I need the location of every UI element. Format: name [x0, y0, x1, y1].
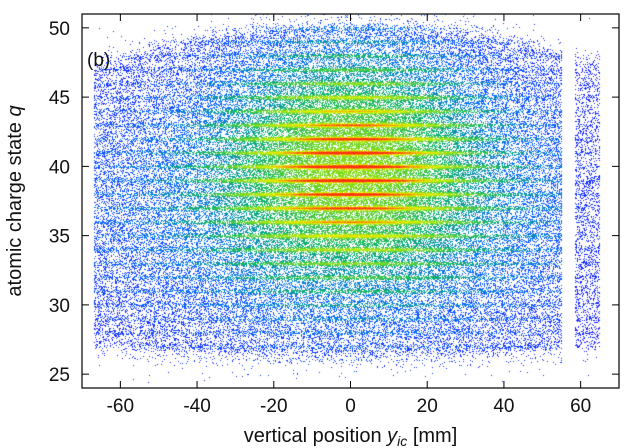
panel-label: (b): [87, 50, 110, 71]
y-tick-label: 25: [49, 365, 70, 386]
x-axis: -60 -40 -20 0 20 40 60: [107, 14, 591, 417]
y-tick-label: 35: [49, 227, 70, 248]
x-axis-label: vertical position yic [mm]: [244, 425, 458, 448]
x-tick-label: -60: [107, 396, 134, 417]
y-tick-label: 30: [49, 296, 70, 317]
x-tick-label: 0: [345, 396, 356, 417]
y-axis-label-prefix: atomic charge state: [4, 117, 26, 297]
y-tick-label: 40: [49, 157, 70, 178]
x-tick-label: 40: [493, 396, 514, 417]
charge-state-density: [82, 14, 619, 388]
y-tick-label: 45: [49, 88, 70, 109]
x-axis-label-prefix: vertical position: [244, 425, 387, 447]
x-tick-label: -40: [183, 396, 210, 417]
x-axis-label-suffix: [mm]: [407, 425, 457, 447]
x-axis-label-subscript: ic: [397, 433, 407, 448]
x-axis-label-variable: y: [385, 425, 398, 447]
x-tick-label: 20: [417, 396, 438, 417]
y-axis-label: atomic charge state q: [4, 105, 26, 296]
y-tick-label: 50: [49, 19, 70, 40]
y-axis: 25 30 35 40 45 50: [49, 19, 619, 386]
density-heatmap: [82, 14, 619, 388]
x-tick-label: -20: [260, 396, 287, 417]
y-axis-label-variable: q: [4, 105, 26, 116]
x-tick-label: 60: [570, 396, 591, 417]
